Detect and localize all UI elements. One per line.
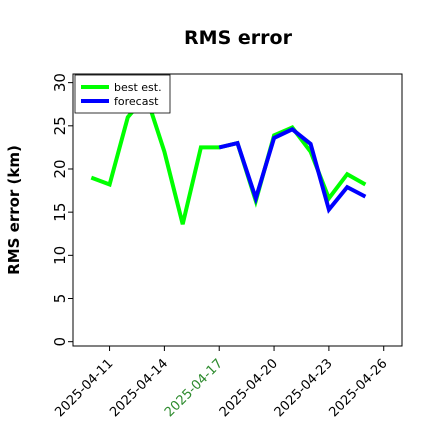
y-tick-label: 15 — [51, 203, 69, 222]
legend-box — [74, 74, 171, 114]
x-tick-label: 2025-04-20 — [217, 356, 281, 420]
y-tick-label: 20 — [51, 159, 69, 178]
y-axis-label: RMS error (km) — [5, 145, 23, 275]
y-tick-label: 30 — [51, 73, 69, 92]
x-axis-ticks: 2025-04-112025-04-142025-04-172025-04-20… — [52, 346, 391, 420]
x-tick-label: 2025-04-17 — [162, 356, 226, 420]
legend-label-best-est: best est. — [114, 81, 162, 94]
series-line-best-est — [90, 91, 367, 225]
legend: best est. forecast — [74, 74, 171, 114]
series-line-forecast — [218, 126, 367, 214]
y-axis-ticks: 0 5 10 15 20 25 30 — [51, 73, 73, 346]
legend-label-forecast: forecast — [114, 95, 159, 108]
x-tick-label: 2025-04-14 — [107, 356, 171, 420]
y-tick-label: 0 — [51, 337, 69, 347]
series-layer — [90, 91, 367, 225]
y-tick-label: 10 — [51, 246, 69, 265]
chart-title: RMS error — [184, 27, 293, 49]
y-tick-label: 5 — [51, 294, 69, 304]
x-tick-label: 2025-04-11 — [52, 356, 116, 420]
x-tick-label: 2025-04-26 — [327, 356, 391, 420]
plot-frame — [72, 73, 403, 347]
x-tick-label: 2025-04-23 — [272, 356, 336, 420]
y-tick-label: 25 — [51, 116, 69, 135]
